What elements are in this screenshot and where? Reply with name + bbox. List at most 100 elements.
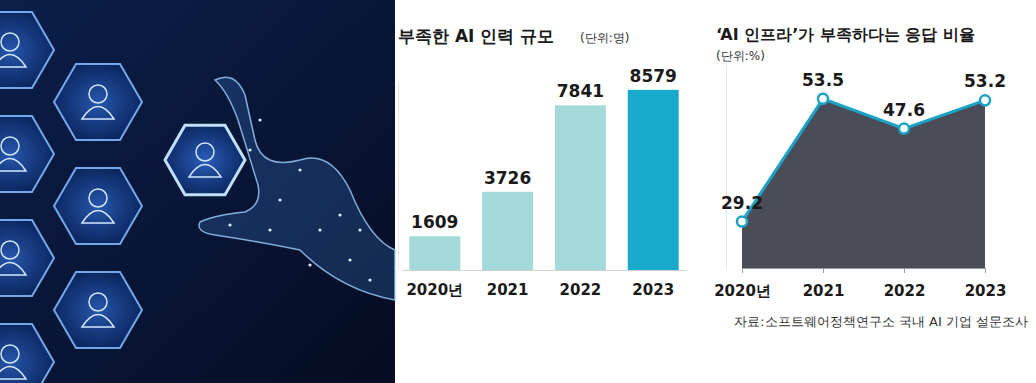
data-label: 53.5 bbox=[802, 70, 844, 90]
x-axis-line bbox=[403, 270, 687, 271]
sparkle bbox=[338, 213, 341, 216]
chart-title: ‘AI 인프라’가 부족하다는 응답 비율 bbox=[716, 25, 975, 44]
y-axis bbox=[398, 82, 399, 271]
sparkle bbox=[368, 278, 371, 281]
area-chart: ‘AI 인프라’가 부족하다는 응답 비율 (단위:%) 2020년 2021 2022… bbox=[714, 25, 1006, 300]
person-body bbox=[0, 367, 26, 380]
y-axis-line bbox=[726, 67, 727, 269]
hexagon bbox=[0, 116, 54, 192]
sparkle bbox=[228, 223, 231, 226]
x-axis-line bbox=[743, 268, 986, 269]
x-axis: 2020년 2021 2022 2023 bbox=[714, 268, 1006, 300]
hexagon bbox=[0, 220, 54, 296]
x-axis: 2020년 2021 2022 2023 bbox=[403, 270, 687, 299]
x-tick: 2020년 bbox=[714, 268, 771, 300]
hexagon-shape bbox=[0, 116, 54, 192]
x-tick: 2020년 bbox=[406, 270, 463, 299]
person-body bbox=[0, 263, 26, 276]
data-label: 1609 bbox=[411, 212, 458, 232]
data-label: 53.2 bbox=[964, 71, 1006, 91]
y-axis-line bbox=[398, 82, 399, 271]
person-head bbox=[89, 189, 107, 207]
person-head bbox=[89, 293, 107, 311]
sparkle bbox=[268, 228, 271, 231]
data-label: 7841 bbox=[557, 81, 604, 101]
data-labels: 1609 3726 7841 8579 bbox=[411, 66, 677, 232]
x-tick-label: 2022 bbox=[884, 282, 926, 300]
data-labels: 29.2 53.5 47.6 53.2 bbox=[721, 70, 1006, 213]
x-tick-label: 2023 bbox=[632, 281, 674, 299]
marker bbox=[980, 95, 990, 105]
hexagon bbox=[54, 64, 142, 140]
y-axis bbox=[726, 67, 727, 269]
person-body bbox=[0, 55, 26, 68]
x-tick-label: 2020년 bbox=[714, 282, 771, 300]
sparkle bbox=[308, 263, 311, 266]
highlight-hexagon bbox=[165, 125, 245, 194]
marker bbox=[818, 94, 828, 104]
x-tick-label: 2022 bbox=[560, 281, 602, 299]
x-tick: 2023 bbox=[965, 268, 1007, 300]
x-tick: 2022 bbox=[560, 270, 602, 299]
sparkle bbox=[318, 228, 321, 231]
x-tick-mark bbox=[742, 268, 743, 273]
chart-subtitle: (단위:명) bbox=[580, 31, 629, 45]
area bbox=[742, 99, 985, 268]
data-label: 29.2 bbox=[721, 193, 763, 213]
x-tick-label: 2020년 bbox=[406, 281, 463, 299]
x-tick: 2022 bbox=[884, 268, 926, 300]
person-body bbox=[82, 211, 114, 224]
sparkle bbox=[258, 118, 261, 121]
data-label: 47.6 bbox=[883, 100, 925, 120]
person-body bbox=[189, 165, 221, 178]
person-head bbox=[1, 33, 19, 51]
plot-marks bbox=[737, 94, 990, 268]
person-body bbox=[82, 107, 114, 120]
illustration bbox=[0, 0, 395, 383]
sparkle bbox=[278, 198, 281, 201]
line bbox=[742, 99, 985, 222]
person-head bbox=[1, 137, 19, 155]
person-body bbox=[0, 159, 26, 172]
sparkle bbox=[298, 168, 301, 171]
hexagon-shape bbox=[54, 272, 142, 348]
hexagon-shape bbox=[54, 64, 142, 140]
x-tick: 2021 bbox=[487, 270, 529, 299]
x-tick-mark bbox=[904, 268, 905, 273]
x-tick-mark bbox=[985, 268, 986, 273]
bar bbox=[628, 90, 679, 270]
data-label: 3726 bbox=[484, 168, 531, 188]
x-tick: 2021 bbox=[803, 268, 845, 300]
bar bbox=[555, 105, 606, 270]
person-head bbox=[196, 143, 214, 161]
person-head bbox=[1, 345, 19, 363]
person-head bbox=[89, 85, 107, 103]
x-tick: 2023 bbox=[632, 270, 674, 299]
hexagon-shape bbox=[165, 125, 245, 194]
marker bbox=[737, 216, 747, 226]
hexagon-shape bbox=[54, 168, 142, 244]
hexagon bbox=[0, 12, 54, 88]
bar bbox=[482, 192, 533, 270]
marker bbox=[899, 124, 909, 134]
bars bbox=[409, 90, 678, 270]
source: 자료:소프트웨어정책연구소 국내 AI 기업 설문조사 bbox=[734, 314, 1028, 329]
hexagon bbox=[0, 324, 54, 383]
bar bbox=[409, 236, 460, 270]
person-body bbox=[82, 315, 114, 328]
hexagon-shape bbox=[0, 324, 54, 383]
hexagon bbox=[54, 272, 142, 348]
chart-subtitle: (단위:%) bbox=[716, 49, 765, 63]
hexagon-shape bbox=[0, 220, 54, 296]
sparkle bbox=[348, 258, 351, 261]
canvas: 부족한 AI 인력 규모(단위:명)2020년20212022202316093… bbox=[0, 0, 1036, 383]
sparkle bbox=[358, 228, 361, 231]
bar-chart: 부족한 AI 인력 규모(단위:명)2020년20212022202316093… bbox=[398, 26, 687, 299]
data-label: 8579 bbox=[630, 66, 677, 86]
x-tick-mark bbox=[823, 268, 824, 273]
sparkle bbox=[248, 148, 251, 151]
x-tick-label: 2021 bbox=[487, 281, 529, 299]
x-tick-label: 2023 bbox=[965, 282, 1007, 300]
hexagon-shape bbox=[0, 12, 54, 88]
illustration-bg bbox=[0, 0, 395, 383]
